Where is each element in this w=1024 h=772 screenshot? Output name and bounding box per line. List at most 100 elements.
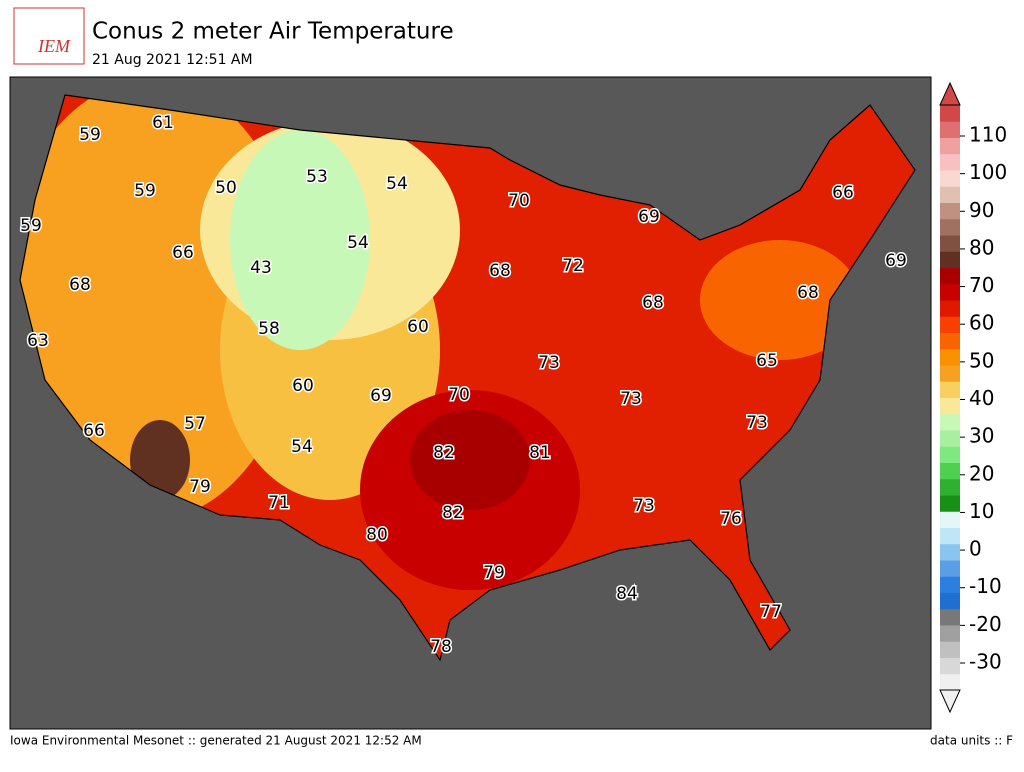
colorbar-bin — [940, 495, 960, 512]
colorbar-tick-label: 110 — [969, 123, 1007, 147]
temp-label: 69 — [885, 251, 907, 271]
colorbar-bin — [940, 283, 960, 301]
station-labels: 59 61 59 50 53 54 59 66 54 70 69 66 43 68 68 72 58 60 68 68… — [19, 112, 909, 659]
colorbar-tick-label: -20 — [969, 612, 1002, 636]
temp-label: 54 — [386, 174, 408, 194]
colorbar-bin — [940, 365, 960, 382]
temp-label: 57 — [184, 414, 206, 434]
colorbar-bin — [940, 137, 960, 155]
temp-label: 69 — [638, 207, 660, 227]
colorbar-min-arrow — [939, 689, 961, 714]
colorbar-tick-label: 90 — [969, 198, 994, 222]
colorbar-bin — [940, 300, 960, 317]
colorbar-bin — [940, 332, 960, 350]
temp-label: 60 — [407, 317, 429, 337]
temp-label: 71 — [268, 493, 290, 513]
temp-label: 73 — [746, 413, 768, 433]
temp-label: 60 — [292, 376, 314, 396]
colorbar-bin — [940, 462, 960, 480]
colorbar-bin — [940, 121, 960, 138]
colorbar-bin — [940, 316, 960, 333]
temp-label: 76 — [720, 509, 742, 529]
colorbar-bin — [940, 105, 960, 122]
temp-label: 59 — [79, 125, 101, 145]
temp-label: 63 — [27, 331, 49, 351]
colorbar-bin — [940, 543, 960, 561]
colorbar-bin — [940, 397, 960, 415]
colorbar-bin — [940, 235, 960, 252]
subtitle: 21 Aug 2021 12:51 AM — [92, 52, 253, 68]
colorbar-bin — [940, 381, 960, 398]
temp-label: 73 — [633, 496, 655, 516]
temp-label: 70 — [508, 191, 530, 211]
temp-label: 53 — [306, 167, 328, 187]
temp-label: 84 — [616, 584, 638, 604]
colorbar-bin — [940, 218, 960, 236]
colorbar-tick-label: 40 — [969, 386, 994, 410]
temp-label: 82 — [442, 503, 464, 523]
colorbar-bin — [940, 592, 960, 610]
colorbar-bin — [940, 673, 960, 691]
temp-label: 59 — [20, 216, 42, 236]
colorbar-tick-label: 60 — [969, 311, 994, 335]
temp-label: 66 — [83, 421, 105, 441]
colorbar-bin — [940, 413, 960, 431]
map-fill — [20, 95, 915, 660]
colorbar-bin — [940, 446, 960, 463]
temp-label: 68 — [642, 293, 664, 313]
colorbar-bin — [940, 348, 960, 366]
colorbar-bin — [940, 186, 960, 203]
temp-label: 80 — [366, 525, 388, 545]
temp-label: 73 — [538, 353, 560, 373]
colorbar-tick-label: 20 — [969, 461, 994, 485]
temp-label: 82 — [433, 443, 455, 463]
temp-label: 54 — [291, 437, 313, 457]
colorbar-bin — [940, 202, 960, 220]
temp-label: 77 — [760, 602, 782, 622]
colorbar-tick-label: 70 — [969, 273, 994, 297]
temp-label: 54 — [347, 233, 369, 253]
temp-label: 79 — [483, 563, 505, 583]
colorbar-tick-label: -30 — [969, 650, 1002, 674]
colorbar-tick-label: 0 — [969, 537, 982, 561]
colorbar-bin — [940, 511, 960, 528]
temp-label: 81 — [529, 443, 551, 463]
colorbar-bin — [940, 170, 960, 187]
colorbar-tick-label: 30 — [969, 424, 994, 448]
colorbar-tick-label: 10 — [969, 499, 994, 523]
colorbar-tick-label: 100 — [969, 160, 1007, 184]
temp-label: 58 — [258, 319, 280, 339]
temp-label: 68 — [69, 275, 91, 295]
temp-label: 66 — [832, 183, 854, 203]
temp-label: 43 — [250, 258, 272, 278]
colorbar-bin — [940, 478, 960, 496]
temp-label: 68 — [797, 283, 819, 303]
logo-text: IEM — [37, 36, 71, 56]
temp-label: 59 — [134, 181, 156, 201]
logo-box — [13, 7, 85, 65]
footer-left: Iowa Environmental Mesonet :: generated … — [10, 734, 422, 748]
colorbar-bin — [940, 251, 960, 268]
temp-label: 69 — [370, 386, 392, 406]
colorbar-bin — [940, 430, 960, 447]
colorbar-tick-label: -10 — [969, 574, 1002, 598]
colorbar-bin — [940, 576, 960, 593]
temp-label: 68 — [489, 261, 511, 281]
temp-label: 78 — [430, 637, 452, 657]
colorbar-bin — [940, 657, 960, 675]
temp-label: 73 — [620, 389, 642, 409]
temp-label: 66 — [172, 243, 194, 263]
colorbar-bin — [940, 641, 960, 658]
colorbar-tick-label: 80 — [969, 235, 994, 259]
title: Conus 2 meter Air Temperature — [92, 19, 454, 45]
temp-label: 65 — [756, 351, 778, 371]
colorbar-bin — [940, 560, 960, 577]
temp-label: 50 — [215, 178, 237, 198]
temp-label: 79 — [189, 477, 211, 497]
colorbar-bin — [940, 527, 960, 545]
colorbar-bin — [940, 625, 960, 642]
colorbar: -30 -20 -10 0 10 20 30 40 50 60 70 80 90 100 110 — [939, 81, 1007, 714]
colorbar-bin — [940, 608, 960, 626]
colorbar-bin — [940, 267, 960, 285]
colorbar-max-arrow — [939, 81, 961, 106]
